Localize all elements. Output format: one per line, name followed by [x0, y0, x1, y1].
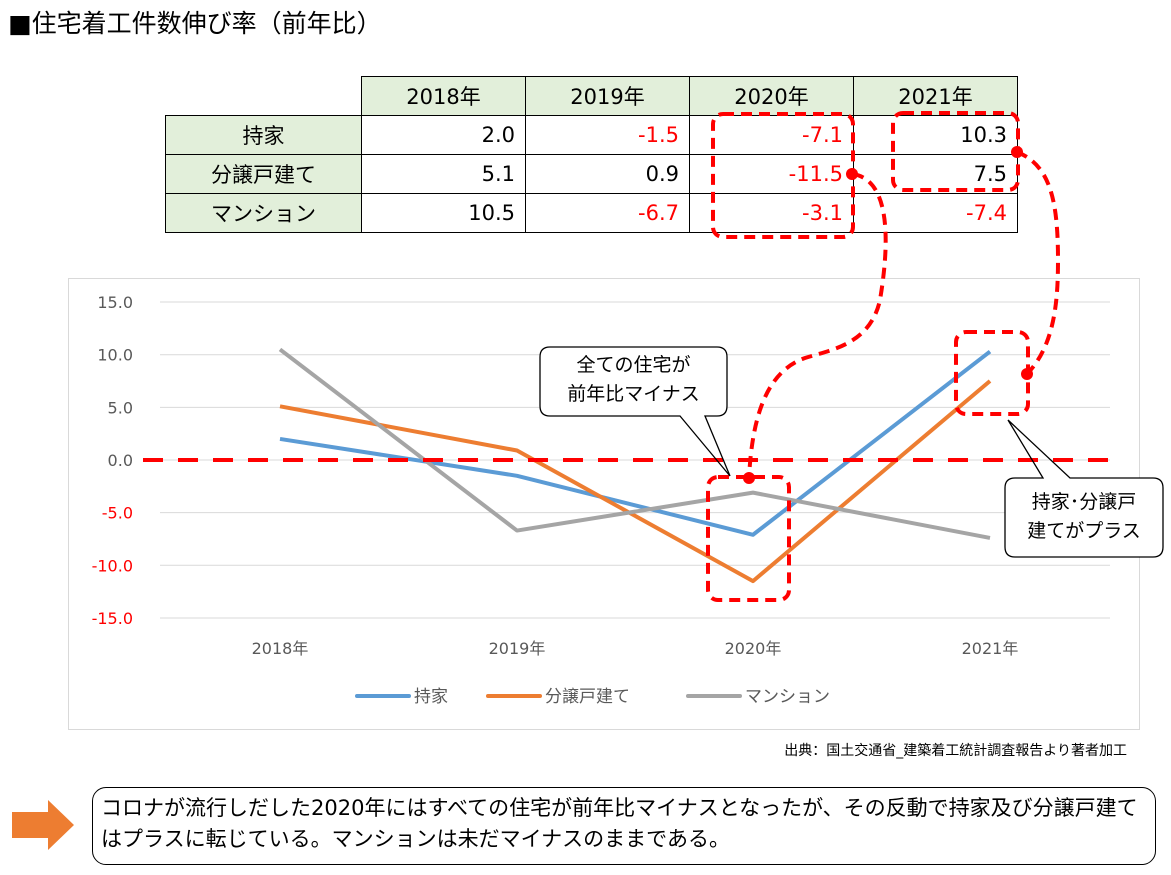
- y-tick-label: 15.0: [97, 293, 133, 312]
- legend-label: 分譲戸建て: [545, 687, 630, 707]
- connector-dot: [846, 168, 858, 180]
- table-cell: 2.0: [361, 115, 526, 155]
- column-header: 2018年: [361, 76, 526, 116]
- table-cell: -3.1: [689, 193, 854, 233]
- y-tick-label: 5.0: [108, 398, 133, 417]
- row-header: 分譲戸建て: [165, 154, 362, 194]
- x-tick-label: 2021年: [962, 639, 1019, 658]
- legend-label: 持家: [414, 687, 448, 707]
- y-tick-label: -5.0: [102, 504, 133, 523]
- table-cell: 7.5: [853, 154, 1018, 194]
- callout-all-negative: 全ての住宅が 前年比マイナス: [540, 347, 727, 416]
- table-cell: -11.5: [689, 154, 854, 194]
- row-header: マンション: [165, 193, 362, 233]
- table-cell: 10.3: [853, 115, 1018, 155]
- connector-2020: [747, 172, 888, 479]
- source-note: 出典：国土交通省_建築着工統計調査報告より著者加工: [784, 743, 1127, 759]
- highlight-box: [891, 111, 1020, 192]
- y-tick-label: 0.0: [108, 451, 133, 470]
- data-table: 2018年 2019年 2020年 2021年 持家 2.0 -1.5 -7.1…: [165, 76, 1018, 233]
- table-cell: 10.5: [361, 193, 526, 233]
- highlight-box: [711, 112, 855, 239]
- table-header-row: 2018年 2019年 2020年 2021年: [165, 76, 1018, 116]
- y-tick-label: -15.0: [92, 609, 133, 628]
- x-tick-label: 2018年: [252, 639, 309, 658]
- y-tick-label: -10.0: [92, 556, 133, 575]
- table-cell: -7.1: [689, 115, 854, 155]
- page-title: ■住宅着工件数伸び率（前年比）: [8, 9, 382, 38]
- connector-dot: [1021, 368, 1033, 380]
- highlight-box: [706, 475, 791, 602]
- table-row: マンション 10.5 -6.7 -3.1 -7.4: [165, 193, 1018, 233]
- series-line-分譲戸建て: [279, 379, 992, 584]
- series-line-持家: [279, 349, 992, 537]
- column-header: 2019年: [525, 76, 690, 116]
- table-cell: 0.9: [525, 154, 690, 194]
- callout-positive: 持家･分譲戸 建てがプラス: [1005, 478, 1163, 557]
- x-tick-label: 2019年: [489, 639, 546, 658]
- connector-2021: [1016, 150, 1061, 376]
- callout-line: 持家･分譲戸: [1031, 491, 1137, 513]
- arrow-right-icon: [12, 800, 74, 850]
- table-cell: -6.7: [525, 193, 690, 233]
- connector-dot: [1011, 146, 1023, 158]
- table-row: 分譲戸建て 5.1 0.9 -11.5 7.5: [165, 154, 1018, 194]
- callout-line: 前年比マイナス: [567, 383, 700, 405]
- y-tick-label: 10.0: [97, 346, 133, 365]
- callout-line: 建てがプラス: [1027, 520, 1141, 542]
- callout-line: 全ての住宅が: [576, 354, 691, 376]
- series-line-マンション: [278, 347, 991, 540]
- table-cell: -1.5: [525, 115, 690, 155]
- legend-label: マンション: [745, 687, 830, 707]
- x-tick-label: 2020年: [725, 639, 782, 658]
- summary-text: コロナが流行しだした2020年にはすべての住宅が前年比マイナスとなったが、その反…: [92, 787, 1156, 865]
- connector-dot: [743, 472, 755, 484]
- table-row: 持家 2.0 -1.5 -7.1 10.3: [165, 115, 1018, 155]
- row-header: 持家: [165, 115, 362, 155]
